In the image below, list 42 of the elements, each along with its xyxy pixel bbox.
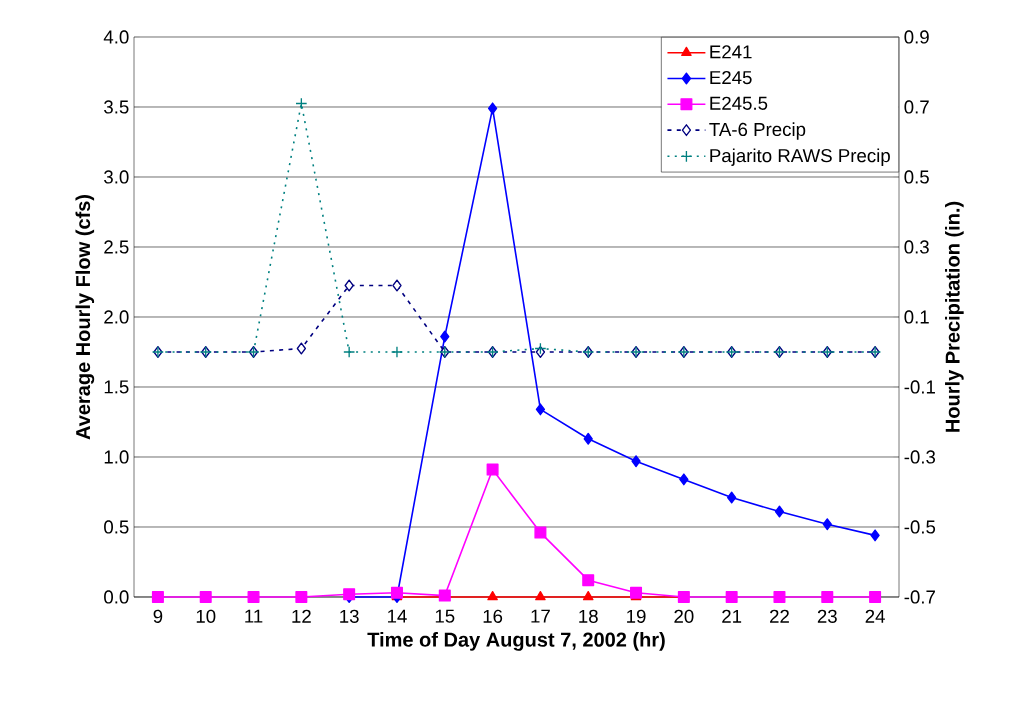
x-axis-title: Time of Day August 7, 2002 (hr): [367, 632, 665, 651]
y2-tick-label: -0.3: [904, 450, 936, 464]
x-tick-label: 12: [292, 609, 311, 623]
y2-tick-label: -0.7: [904, 590, 935, 604]
x-tick-label: 16: [483, 609, 503, 623]
x-tick-label: 23: [817, 609, 837, 623]
y-tick-label: 2.5: [104, 240, 129, 254]
y2-tick-label: 0.1: [904, 310, 929, 324]
x-tick-label: 24: [865, 609, 885, 623]
y2-tick-label: 0.9: [904, 30, 929, 44]
y2-tick-label: -0.5: [904, 520, 936, 534]
y2-tick-label: 0.5: [904, 170, 929, 184]
x-tick-label: 10: [196, 609, 216, 623]
x-tick-label: 13: [340, 609, 359, 623]
y-tick-label: 1.5: [104, 380, 129, 394]
y-axis-title: Average Hourly Flow (cfs): [75, 195, 95, 440]
x-tick-label: 14: [388, 609, 407, 623]
y-tick-label: 3.0: [104, 170, 129, 184]
y-tick-label: 0.0: [104, 590, 129, 604]
legend-label: Pajarito RAWS Precip: [710, 148, 890, 166]
x-tick-label: 19: [627, 609, 646, 623]
x-tick-label: 18: [579, 609, 598, 623]
y-tick-label: 0.5: [104, 520, 129, 534]
x-tick-label: 21: [722, 609, 742, 623]
x-tick-label: 22: [770, 609, 789, 623]
legend-label: E245: [710, 70, 752, 85]
y2-axis-title: Hourly Precipitation (in.): [945, 201, 964, 432]
legend-label: E245.5: [710, 96, 768, 110]
y-tick-label: 4.0: [103, 30, 129, 44]
legend-label: TA-6 Precip: [709, 122, 806, 140]
y-tick-label: 2.0: [104, 310, 129, 324]
y2-tick-label: -0.1: [904, 380, 935, 394]
x-tick-label: 17: [531, 609, 550, 623]
x-tick-label: 11: [245, 609, 263, 623]
y-tick-label: 1.0: [104, 450, 129, 464]
x-tick-label: 15: [435, 609, 455, 623]
y2-tick-label: 0.7: [904, 100, 929, 114]
y-tick-label: 3.5: [104, 100, 129, 114]
legend-label: E241: [710, 45, 752, 59]
x-tick-label: 20: [674, 609, 694, 623]
x-tick-label: 9: [153, 609, 163, 623]
y2-tick-label: 0.3: [904, 240, 929, 254]
